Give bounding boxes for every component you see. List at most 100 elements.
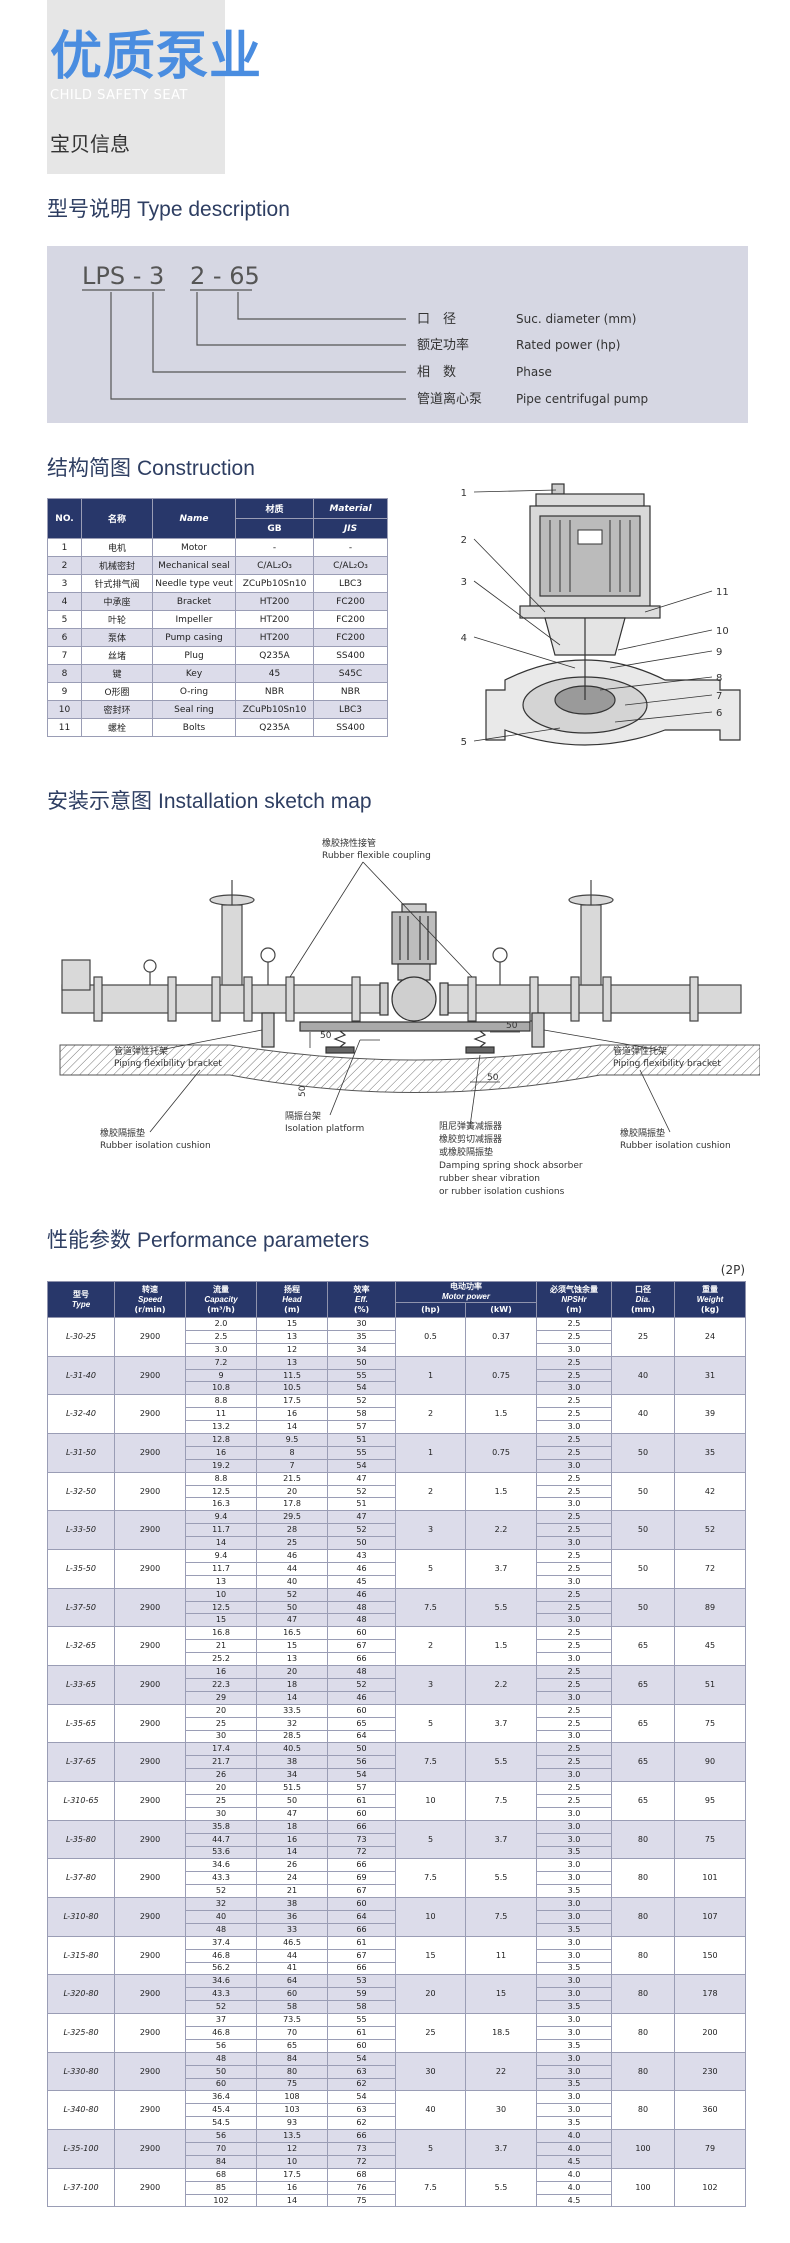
table-cell: 31 — [674, 1355, 746, 1396]
shape-polyline — [110, 292, 406, 400]
table-cell: FC200 — [313, 592, 388, 611]
table-cell: L-37-80 — [47, 1858, 115, 1899]
table-cell: 2.5 — [185, 1329, 257, 1344]
table-row: 44.7 16 73 3.0 — [48, 1832, 746, 1847]
table-cell: 52 — [185, 2000, 257, 2015]
table-cell: 60 — [327, 1626, 396, 1641]
table-cell: 65 — [611, 1742, 675, 1783]
table-cell: 80 — [611, 1974, 675, 2015]
type-box — [47, 246, 748, 423]
shape-rect — [580, 904, 602, 986]
table-cell: 24 — [256, 1871, 328, 1886]
table-cell: 40 — [256, 1574, 328, 1589]
table-cell: 10 — [395, 1897, 466, 1937]
pipes — [61, 880, 742, 1022]
table-cell: 1.5 — [465, 1626, 537, 1667]
shape-circle — [391, 976, 437, 1022]
table-cell: L-325-80 — [47, 2013, 115, 2053]
header-zh: 流量 — [213, 1284, 229, 1294]
table-cell: 2.5 — [536, 1665, 612, 1679]
table-cell: 15 — [256, 1639, 328, 1654]
shape-rect — [535, 493, 645, 507]
callout: 8 — [716, 673, 722, 684]
table-cell: 2.5 — [536, 1600, 612, 1615]
shape-rect — [570, 976, 580, 1022]
table-cell: 46 — [327, 1587, 396, 1602]
table-cell: 28.5 — [256, 1729, 328, 1744]
table-cell: 70 — [185, 2142, 257, 2156]
leader-lines — [473, 489, 713, 742]
table-cell: 53 — [327, 1974, 396, 1989]
table-cell: 2900 — [114, 1626, 186, 1667]
table-cell: 5 — [395, 2129, 466, 2169]
table-cell: 41 — [256, 1961, 328, 1976]
table-cell: 50 — [611, 1510, 675, 1551]
table-cell: Mechanical seal — [152, 556, 236, 575]
table-cell: 63 — [327, 2103, 396, 2118]
table-cell: - — [313, 538, 388, 557]
table-cell: L-330-80 — [47, 2051, 115, 2092]
table-cell: 51 — [327, 1433, 396, 1447]
table-cell: 0.75 — [465, 1433, 537, 1473]
table-cell: 79 — [674, 2129, 746, 2169]
table-cell: 59 — [327, 1987, 396, 2002]
table-cell: 丝堵 — [81, 646, 153, 665]
table-cell: 3.5 — [536, 1961, 612, 1976]
table-cell: 21 — [185, 1639, 257, 1654]
table-cell: 51 — [674, 1665, 746, 1705]
table-cell: 2 — [395, 1626, 466, 1667]
table-cell: 3.0 — [536, 1974, 612, 1989]
table-cell: 9.5 — [256, 1433, 328, 1447]
table-cell: 19.2 — [185, 1458, 257, 1473]
table-cell: 针式排气阀 — [81, 574, 153, 593]
shape-rect — [93, 976, 103, 1022]
table-cell: 2.5 — [536, 1549, 612, 1563]
table-cell: 52 — [185, 1884, 257, 1899]
table-cell: 17.5 — [256, 2167, 328, 2182]
table-cell: 80 — [611, 2090, 675, 2131]
label-zh: 管道弹性托架 — [114, 1045, 168, 1057]
table-cell: 2900 — [114, 1549, 186, 1589]
table-row: L-32-40 2900 8.8 17.5 52 2 1.5 2.5 40 39 — [47, 1394, 746, 1435]
table-cell: 50 — [611, 1433, 675, 1473]
table-cell: 2.5 — [536, 1677, 612, 1692]
table-cell: 43 — [327, 1549, 396, 1563]
table-cell: 46.8 — [185, 1948, 257, 1963]
table-cell: 32 — [185, 1897, 257, 1911]
table-cell: 72 — [327, 2154, 396, 2169]
table-cell: 键 — [81, 664, 153, 683]
table-cell: 9 — [185, 1368, 257, 1383]
table-cell: 7.5 — [465, 1897, 537, 1937]
shape-line — [362, 861, 473, 978]
table-cell: Bracket — [152, 592, 236, 611]
table-cell: 3.0 — [536, 1690, 612, 1705]
table-row: L-330-80 2900 48 84 54 30 22 3.0 80 230 — [47, 2051, 746, 2092]
header-unit: (kg) — [700, 1304, 720, 1314]
table-cell: 55 — [327, 1368, 396, 1383]
table-cell: 2.5 — [536, 1407, 612, 1422]
shape-rect — [467, 976, 477, 1022]
header-zh: 转速 — [142, 1284, 158, 1294]
label-en: Piping flexibility bracket — [613, 1059, 721, 1069]
table-cell: 3.0 — [536, 2103, 612, 2118]
absorber-label: 橡胶剪切减振器 — [439, 1133, 502, 1145]
table-row: 40 36 64 3.0 — [48, 1909, 746, 1924]
table-cell: 7 — [256, 1458, 328, 1473]
table-cell: 34.6 — [185, 1858, 257, 1873]
table-cell: Seal ring — [152, 700, 236, 719]
callout: 2 — [461, 535, 467, 546]
table-row: 30 47 60 3.0 — [48, 1806, 746, 1821]
table-row: 30 28.5 64 3.0 — [48, 1729, 746, 1744]
label-en: Rubber isolation cushion — [100, 1141, 211, 1151]
table-cell: 2.0 — [185, 1317, 257, 1331]
table-cell: Q235A — [235, 718, 314, 737]
table-cell: 3.5 — [536, 1922, 612, 1937]
table-cell: 50 — [327, 1355, 396, 1370]
table-cell: 15 — [256, 1317, 328, 1331]
label-zh: 隔振台架 — [285, 1110, 321, 1122]
table-row: 9 O形圈 O-ring NBR NBR — [47, 682, 388, 701]
table-cell: 4.0 — [536, 2142, 612, 2156]
shape-line — [639, 1069, 671, 1133]
table-row: 46.8 70 61 3.0 — [48, 2025, 746, 2040]
table-row: 45.4 103 63 3.0 — [48, 2103, 746, 2118]
